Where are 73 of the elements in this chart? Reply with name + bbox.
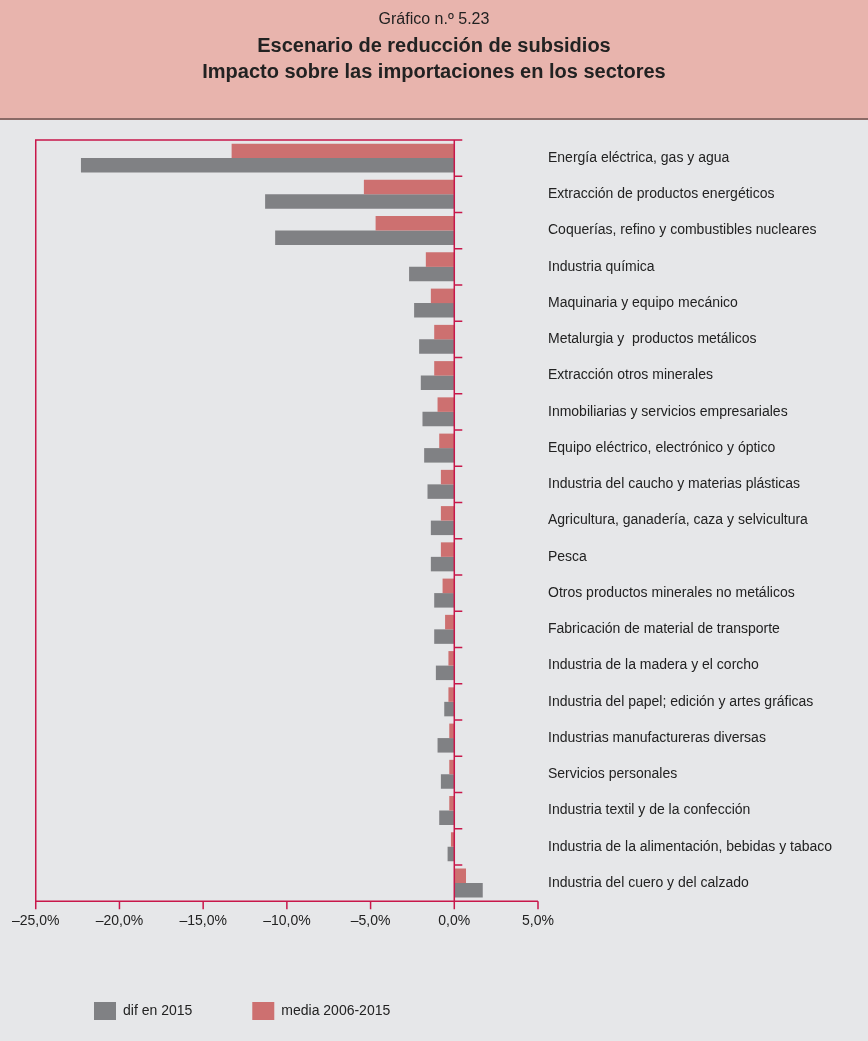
bar	[424, 448, 455, 463]
bar	[80, 158, 455, 173]
chart-subtitle: Gráfico n.º 5.23	[377, 10, 491, 28]
bar	[419, 339, 455, 354]
y-tick-label: Industria del papel; edición y artes gráficas	[548, 692, 814, 709]
y-tick-label: Industria textil y de la confección	[548, 801, 751, 818]
legend-label: media 2006-2015	[281, 1001, 391, 1018]
bar	[434, 324, 455, 340]
bar	[448, 651, 455, 666]
bar	[445, 614, 455, 630]
bar	[430, 556, 455, 572]
y-tick-label: Energía eléctrica, gas y agua	[548, 148, 730, 165]
bar	[437, 397, 455, 412]
x-tick-label: –25,0%	[12, 912, 60, 929]
y-tick-label: Maquinaria y equipo mecánico	[548, 293, 739, 310]
bar	[440, 469, 455, 485]
bar	[265, 194, 455, 209]
bar	[430, 288, 455, 304]
bar	[425, 252, 455, 267]
legend-label: dif en 2015	[123, 1001, 193, 1018]
bar	[420, 375, 455, 391]
x-tick-label: –10,0%	[263, 912, 311, 929]
bar	[430, 520, 455, 536]
bar	[442, 578, 455, 594]
bar	[440, 506, 455, 521]
y-tick-label: Fabricación de material de transporte	[548, 620, 781, 637]
bar	[437, 738, 455, 753]
x-tick-label: 0,0%	[438, 912, 471, 929]
y-tick-label: Inmobiliarias y servicios empresariales	[548, 402, 788, 419]
bar	[363, 179, 455, 195]
bar	[448, 687, 455, 702]
bar	[440, 542, 455, 557]
bar	[440, 774, 455, 789]
bar	[454, 868, 467, 884]
y-tick-label: Industria de la alimentación, bebidas y tabaco	[548, 837, 833, 854]
x-tick-label: –5,0%	[350, 912, 391, 929]
chart-title: Escenario de reducción de subsidios Impacto sobre las importaciones en los sectores	[201, 33, 667, 84]
x-tick-label: –20,0%	[95, 912, 144, 929]
bar	[231, 143, 455, 159]
bar	[375, 216, 455, 231]
bar	[444, 701, 455, 717]
bar	[422, 411, 455, 427]
x-tick-label: –15,0%	[179, 912, 227, 929]
y-tick-label: Extracción otros minerales	[548, 366, 713, 383]
bar	[450, 832, 455, 847]
y-tick-label: Industria del cuero y del calzado	[548, 873, 749, 890]
bar	[439, 433, 455, 449]
y-tick-label: Otros productos minerales no metálicos	[548, 583, 795, 600]
y-tick-label: Industria de la madera y el corcho	[548, 656, 760, 673]
bar	[427, 484, 455, 499]
bar	[449, 796, 455, 811]
bar	[449, 759, 455, 775]
y-tick-label: Extracción de productos energéticos	[548, 185, 775, 202]
y-tick-label: Equipo eléctrico, electrónico y óptico	[548, 438, 776, 455]
y-tick-label: Industria del caucho y materias plásticas	[548, 475, 801, 492]
y-tick-label: Servicios personales	[548, 765, 678, 782]
bar	[434, 629, 455, 644]
bar	[409, 266, 455, 282]
bar	[434, 361, 455, 376]
x-tick-label: 5,0%	[522, 912, 554, 929]
bar	[449, 723, 455, 739]
y-tick-label: Metalurgia y productos metálicos	[548, 330, 757, 347]
y-tick-label: Industrias manufactureras diversas	[548, 728, 766, 745]
y-tick-label: Industria química	[548, 257, 655, 274]
bar	[454, 883, 483, 898]
bar	[435, 665, 455, 681]
bar	[434, 593, 455, 608]
y-tick-label: Pesca	[548, 547, 588, 564]
bar	[414, 303, 455, 318]
bar	[275, 230, 455, 246]
y-tick-label: Coquerías, refino y combustibles nucleares	[548, 221, 817, 238]
y-tick-label: Agricultura, ganadería, caza y selvicultura	[548, 511, 809, 528]
bar	[439, 810, 455, 826]
